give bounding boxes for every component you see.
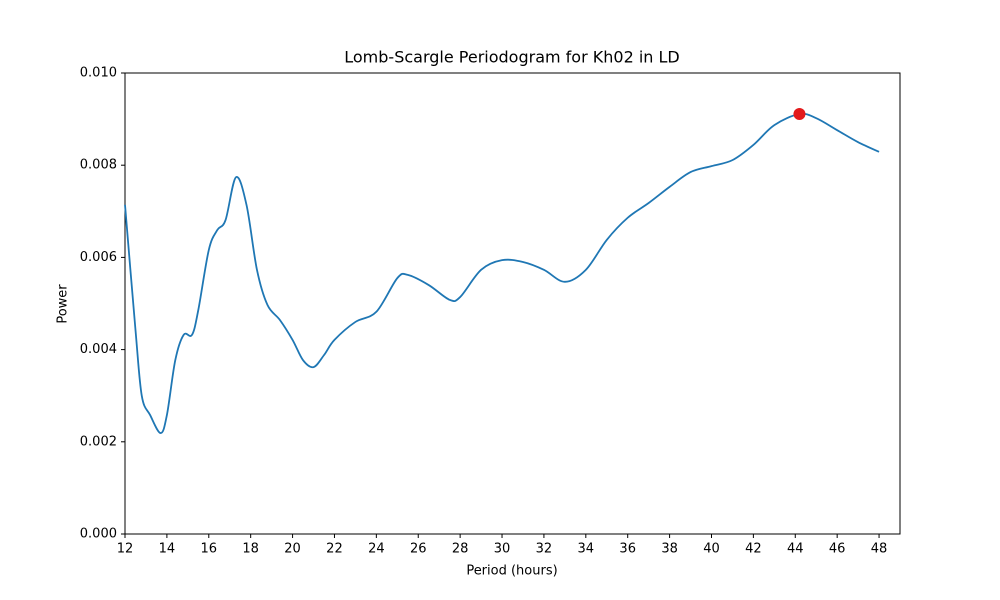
periodogram-line	[124, 112, 880, 434]
x-tick-label: 42	[745, 542, 762, 557]
x-tick-label: 22	[326, 542, 343, 557]
peak-marker	[793, 108, 806, 121]
x-tick-label: 36	[619, 542, 636, 557]
plot-frame	[124, 72, 901, 535]
y-tick-label: 0.010	[80, 66, 117, 81]
y-tick-label: 0.008	[80, 158, 117, 173]
x-tick-label: 38	[661, 542, 678, 557]
x-tick-label: 18	[242, 542, 259, 557]
x-tick-label: 44	[787, 542, 804, 557]
y-tick-label: 0.006	[80, 250, 117, 265]
y-axis-label: Power	[56, 284, 71, 324]
x-tick-label: 20	[284, 542, 301, 557]
x-tick-label: 28	[452, 542, 469, 557]
x-tick-label: 48	[871, 542, 888, 557]
y-tick-label: 0.004	[80, 342, 117, 357]
x-tick-label: 26	[410, 542, 427, 557]
chart-title: Lomb-Scargle Periodogram for Kh02 in LD	[344, 48, 679, 67]
x-tick-label: 24	[368, 542, 385, 557]
x-axis-label: Period (hours)	[466, 564, 557, 579]
x-tick-label: 32	[536, 542, 553, 557]
x-tick-label: 40	[703, 542, 720, 557]
x-tick-label: 12	[117, 542, 134, 557]
x-tick-label: 16	[201, 542, 218, 557]
x-tick-label: 46	[829, 542, 846, 557]
y-tick-label: 0.000	[80, 527, 117, 542]
y-tick-label: 0.002	[80, 434, 117, 449]
x-tick-label: 30	[494, 542, 511, 557]
x-tick-label: 14	[159, 542, 176, 557]
x-tick-label: 34	[578, 542, 595, 557]
